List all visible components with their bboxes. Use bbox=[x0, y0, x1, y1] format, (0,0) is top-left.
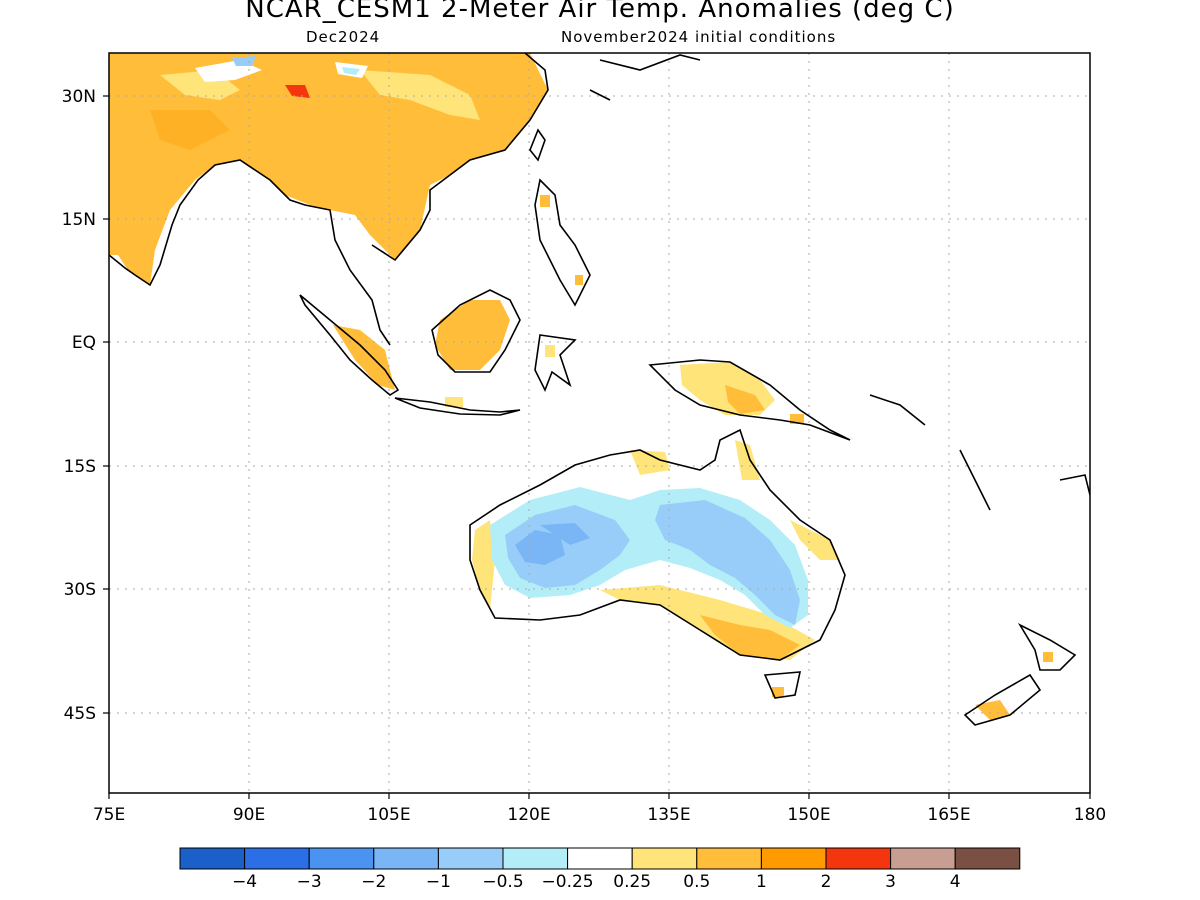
colorbar-tick-label: −4 bbox=[232, 872, 257, 892]
java-coastline bbox=[394, 397, 521, 416]
lon-label-165e: 165E bbox=[927, 805, 970, 825]
colorbar: −4 −3 −2 −1 −0.5 −0.25 0.25 0.5 1 2 3 4 bbox=[179, 847, 1021, 892]
philippines-coastline bbox=[534, 178, 591, 307]
lat-ticks bbox=[103, 95, 109, 714]
nz-anomaly bbox=[975, 700, 1010, 720]
colorbar-tick-label: 0.5 bbox=[683, 872, 710, 892]
new-guinea-coastline bbox=[648, 359, 851, 441]
australia-cool-mid bbox=[505, 505, 630, 588]
australia-coastline bbox=[469, 428, 846, 661]
lon-label-120e: 120E bbox=[507, 805, 550, 825]
colorbar-swatch bbox=[954, 847, 1021, 870]
colorbar-swatch bbox=[696, 847, 762, 870]
colorbar-tick-label: −0.5 bbox=[482, 872, 523, 892]
colorbar-tick-label: 3 bbox=[885, 872, 896, 892]
colorbar-swatch bbox=[244, 847, 310, 870]
colorbar-tick-label: −3 bbox=[297, 872, 322, 892]
tasmania-anomaly bbox=[772, 687, 784, 697]
colorbar-tick-label: 1 bbox=[756, 872, 767, 892]
australia-cool-core bbox=[515, 530, 565, 565]
anomaly-fields bbox=[109, 53, 1053, 720]
colorbar-swatch bbox=[760, 847, 827, 870]
lat-label-30n: 30N bbox=[62, 87, 96, 107]
australia-cool-core-2 bbox=[540, 523, 590, 545]
colorbar-swatch bbox=[890, 847, 956, 870]
borneo-anomaly bbox=[435, 300, 510, 370]
philippines-anomaly bbox=[575, 275, 583, 285]
australia-cool-mid-east bbox=[655, 500, 800, 625]
colorbar-swatch bbox=[567, 847, 633, 870]
colorbar-tick-label: 0.25 bbox=[613, 872, 651, 892]
java-anomaly bbox=[445, 397, 463, 407]
colorbar-swatch bbox=[502, 847, 569, 870]
india-darker-patch bbox=[150, 110, 230, 150]
lon-label-105e: 105E bbox=[367, 805, 410, 825]
sulawesi-coastline bbox=[534, 334, 577, 392]
asia-coastline bbox=[109, 53, 549, 346]
nz-north-anomaly bbox=[1043, 652, 1053, 662]
lat-label-45s: 45S bbox=[64, 704, 96, 724]
china-light-patch bbox=[360, 70, 480, 120]
lat-label-15n: 15N bbox=[62, 210, 96, 230]
borneo-coastline bbox=[431, 289, 521, 373]
asia-warm-anomaly bbox=[109, 53, 548, 285]
colorbar-swatch bbox=[373, 847, 439, 870]
cape-york-warm bbox=[735, 440, 760, 480]
valid-month-label: Dec2024 bbox=[306, 28, 381, 46]
coastlines bbox=[109, 53, 1090, 726]
lon-label-75e: 75E bbox=[93, 805, 125, 825]
initial-conditions-label: November2024 initial conditions bbox=[561, 28, 837, 46]
sumatra-anomaly bbox=[333, 325, 395, 390]
japan-coastline bbox=[589, 54, 701, 101]
colorbar-swatch bbox=[631, 847, 698, 870]
lon-label-90e: 90E bbox=[233, 805, 265, 825]
nz-north-coastline bbox=[1017, 623, 1077, 671]
lat-label-eq: EQ bbox=[72, 333, 96, 353]
plateau-cold-spot bbox=[232, 56, 256, 66]
colorbar-swatch bbox=[437, 847, 504, 870]
australia-north-warm bbox=[630, 450, 670, 475]
lat-label-15s: 15S bbox=[64, 457, 96, 477]
australia-west-coast-warm bbox=[472, 520, 495, 610]
lat-label-30s: 30S bbox=[64, 580, 96, 600]
solomon-islands-coastline bbox=[869, 394, 926, 426]
sumatra-coastline bbox=[299, 294, 400, 396]
map-frame bbox=[108, 52, 1091, 794]
sulawesi-anomaly bbox=[545, 345, 555, 357]
philippines-anomaly bbox=[540, 195, 550, 207]
colorbar-swatch bbox=[825, 847, 892, 870]
colorbar-tick-label: −1 bbox=[426, 872, 451, 892]
colorbar-tick-label: 2 bbox=[821, 872, 832, 892]
lon-label-150e: 150E bbox=[787, 805, 830, 825]
queensland-coast-warm bbox=[790, 520, 840, 560]
tibet-red-spot bbox=[285, 85, 310, 98]
australia-southeast-warm bbox=[700, 615, 800, 660]
new-guinea-warm-core bbox=[725, 385, 765, 414]
taiwan-coastline bbox=[529, 128, 546, 162]
lon-ticks bbox=[108, 793, 1091, 799]
nz-south-coastline bbox=[963, 673, 1042, 726]
colorbar-tick-label: 4 bbox=[950, 872, 961, 892]
vanuatu-coastline bbox=[959, 449, 991, 511]
china-cool-spot bbox=[342, 67, 360, 75]
lon-label-135e: 135E bbox=[647, 805, 690, 825]
map-title: NCAR_CESM1 2-Meter Air Temp. Anomalies (… bbox=[245, 0, 955, 24]
fiji-coastline bbox=[1059, 474, 1090, 496]
lon-label-180: 180 bbox=[1074, 805, 1106, 825]
colorbar-swatch bbox=[179, 847, 246, 870]
png-east-anomaly bbox=[790, 414, 804, 424]
colorbar-swatch bbox=[308, 847, 375, 870]
tasmania-coastline bbox=[763, 671, 802, 699]
colorbar-tick-label: −2 bbox=[361, 872, 386, 892]
grid-lines bbox=[109, 53, 1090, 793]
colorbar-tick-label: −0.25 bbox=[542, 872, 594, 892]
